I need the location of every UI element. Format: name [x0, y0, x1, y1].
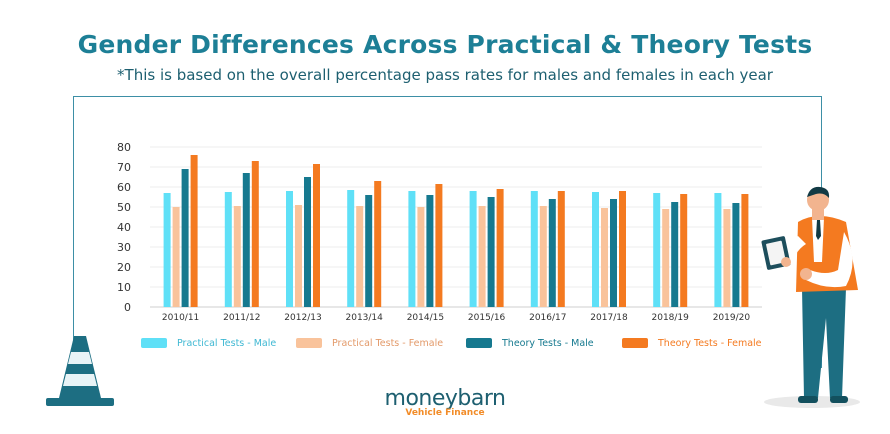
legend-swatch — [466, 338, 492, 348]
bar-theory-tests-male-2018-19 — [671, 202, 679, 307]
bar-practical-tests-female-2017-18 — [601, 208, 608, 307]
bar-theory-tests-male-2015-16 — [487, 197, 495, 307]
brand-name: moneybarn — [384, 386, 506, 411]
brand-logo: moneybarn Vehicle Finance — [0, 386, 890, 418]
bar-theory-tests-male-2019-20 — [732, 203, 740, 307]
bar-theory-tests-male-2012-13 — [304, 177, 311, 307]
chart-title: Gender Differences Across Practical & Th… — [77, 30, 813, 59]
bar-theory-tests-female-2012-13 — [313, 164, 320, 307]
x-tick-label: 2011/12 — [223, 313, 260, 323]
legend-label: Practical Tests - Male — [177, 337, 277, 349]
bar-practical-tests-female-2016-17 — [539, 206, 547, 307]
x-tick-label: 2013/14 — [346, 313, 384, 323]
y-tick-label: 40 — [117, 221, 131, 234]
bar-theory-tests-female-2014-15 — [435, 184, 443, 307]
bar-theory-tests-male-2017-18 — [610, 199, 617, 307]
y-tick-label: 70 — [117, 161, 131, 174]
traffic-cone-illustration — [46, 336, 114, 406]
bar-theory-tests-female-2019-20 — [741, 194, 749, 307]
y-tick-label: 60 — [117, 181, 131, 194]
bar-theory-tests-male-2013-14 — [365, 195, 373, 307]
y-tick-label: 20 — [117, 261, 131, 274]
bar-theory-tests-male-2016-17 — [548, 199, 556, 307]
bar-theory-tests-male-2011-12 — [242, 173, 250, 307]
x-tick-label: 2016/17 — [529, 313, 566, 323]
brand-tagline: Vehicle Finance — [405, 408, 485, 418]
legend-label: Theory Tests - Female — [658, 337, 762, 349]
bar-theory-tests-female-2018-19 — [680, 194, 688, 307]
bar-theory-tests-female-2015-16 — [496, 189, 504, 307]
y-tick-label: 50 — [117, 201, 131, 214]
x-tick-label: 2019/20 — [713, 313, 751, 323]
bar-practical-tests-male-2010-11 — [163, 193, 171, 307]
bar-theory-tests-male-2010-11 — [181, 169, 189, 307]
legend-label: Theory Tests - Male — [502, 337, 594, 349]
bar-theory-tests-female-2013-14 — [374, 181, 382, 307]
bar-theory-tests-female-2016-17 — [557, 191, 565, 307]
legend-item: Practical Tests - Male — [141, 337, 276, 349]
bar-practical-tests-female-2019-20 — [723, 209, 731, 307]
inspector-illustration — [761, 186, 860, 408]
bar-practical-tests-female-2012-13 — [295, 205, 302, 307]
bar-practical-tests-male-2011-12 — [224, 192, 232, 307]
x-tick-label: 2017/18 — [590, 313, 628, 323]
bar-practical-tests-male-2017-18 — [592, 192, 599, 307]
y-tick-label: 10 — [117, 281, 131, 294]
bar-practical-tests-female-2011-12 — [233, 206, 241, 307]
bar-practical-tests-female-2018-19 — [662, 209, 670, 307]
bar-practical-tests-male-2013-14 — [347, 190, 355, 307]
legend-item: Practical Tests - Female — [296, 337, 443, 349]
y-tick-label: 30 — [117, 241, 131, 254]
x-tick-label: 2014/15 — [407, 313, 444, 323]
x-tick-label: 2012/13 — [284, 313, 321, 323]
legend-swatch — [622, 338, 648, 348]
y-tick-label: 80 — [117, 141, 131, 154]
bar-practical-tests-male-2019-20 — [714, 193, 722, 307]
bar-practical-tests-female-2013-14 — [356, 206, 364, 307]
legend-item: Theory Tests - Female — [622, 337, 762, 349]
x-tick-label: 2015/16 — [468, 313, 506, 323]
legend-item: Theory Tests - Male — [466, 337, 594, 349]
legend-swatch — [141, 338, 167, 348]
bar-theory-tests-female-2011-12 — [251, 161, 259, 307]
bar-theory-tests-female-2010-11 — [190, 155, 198, 307]
bar-practical-tests-male-2014-15 — [408, 191, 416, 307]
x-tick-label: 2010/11 — [162, 313, 199, 323]
legend-swatch — [296, 338, 322, 348]
chart-subtitle: *This is based on the overall percentage… — [117, 66, 773, 84]
bar-practical-tests-male-2018-19 — [653, 193, 661, 307]
bar-practical-tests-female-2010-11 — [172, 207, 180, 307]
bar-practical-tests-male-2012-13 — [286, 191, 293, 307]
legend-label: Practical Tests - Female — [332, 337, 444, 349]
bar-practical-tests-female-2015-16 — [478, 206, 486, 307]
bar-practical-tests-female-2014-15 — [417, 207, 425, 307]
bar-theory-tests-male-2014-15 — [426, 195, 434, 307]
bar-practical-tests-male-2015-16 — [469, 191, 477, 307]
bar-theory-tests-female-2017-18 — [619, 191, 626, 307]
bar-practical-tests-male-2016-17 — [530, 191, 538, 307]
y-tick-label: 0 — [124, 301, 131, 314]
x-tick-label: 2018/19 — [652, 313, 690, 323]
